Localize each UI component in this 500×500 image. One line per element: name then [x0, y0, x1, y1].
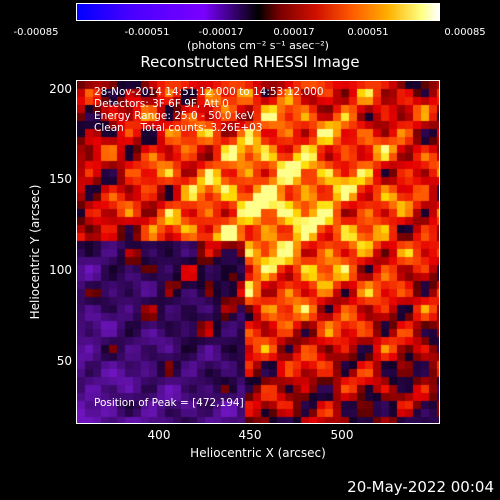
colorbar-tick: 0.00017 — [273, 27, 315, 38]
colorbar-tick: 0.00085 — [444, 27, 486, 38]
y-tick-label: 50 — [56, 354, 72, 368]
detectors-text: Detectors: 3F 6F 9F, Att 0 — [94, 98, 229, 110]
x-axis-label: Heliocentric X (arcsec) — [190, 446, 326, 460]
footer-date: 20-May-2022 00:04 — [347, 478, 494, 496]
colorbar-tick: -0.00017 — [198, 27, 244, 38]
energy-range-text: Energy Range: 25.0 - 50.0 keV — [94, 110, 255, 122]
colorbar-units: (photons cm⁻² s⁻¹ asec⁻²) — [187, 39, 329, 52]
peak-position-text: Position of Peak = [472,194] — [94, 397, 244, 409]
colorbar-tick: 0.00051 — [347, 27, 389, 38]
colorbar-tick: -0.00085 — [13, 27, 59, 38]
y-tick-label: 100 — [49, 263, 72, 277]
time-range-text: 28-Nov-2014 14:51:12.000 to 14:53:12.000 — [94, 86, 324, 98]
clean-counts-text: Clean Total counts: 3.26E+03 — [94, 122, 263, 134]
colorbar-tick: -0.00051 — [124, 27, 170, 38]
y-tick-label: 150 — [49, 172, 72, 186]
y-tick-label: 200 — [49, 82, 72, 96]
image-title: Reconstructed RHESSI Image — [140, 53, 360, 71]
x-tick-label: 500 — [330, 428, 354, 442]
x-tick-label: 450 — [238, 428, 262, 442]
colorbar — [76, 3, 440, 21]
rhessi-image — [76, 80, 440, 424]
rhessi-image-canvas — [77, 81, 439, 423]
y-axis-label: Heliocentric Y (arcsec) — [28, 184, 42, 320]
x-tick-label: 400 — [147, 428, 171, 442]
